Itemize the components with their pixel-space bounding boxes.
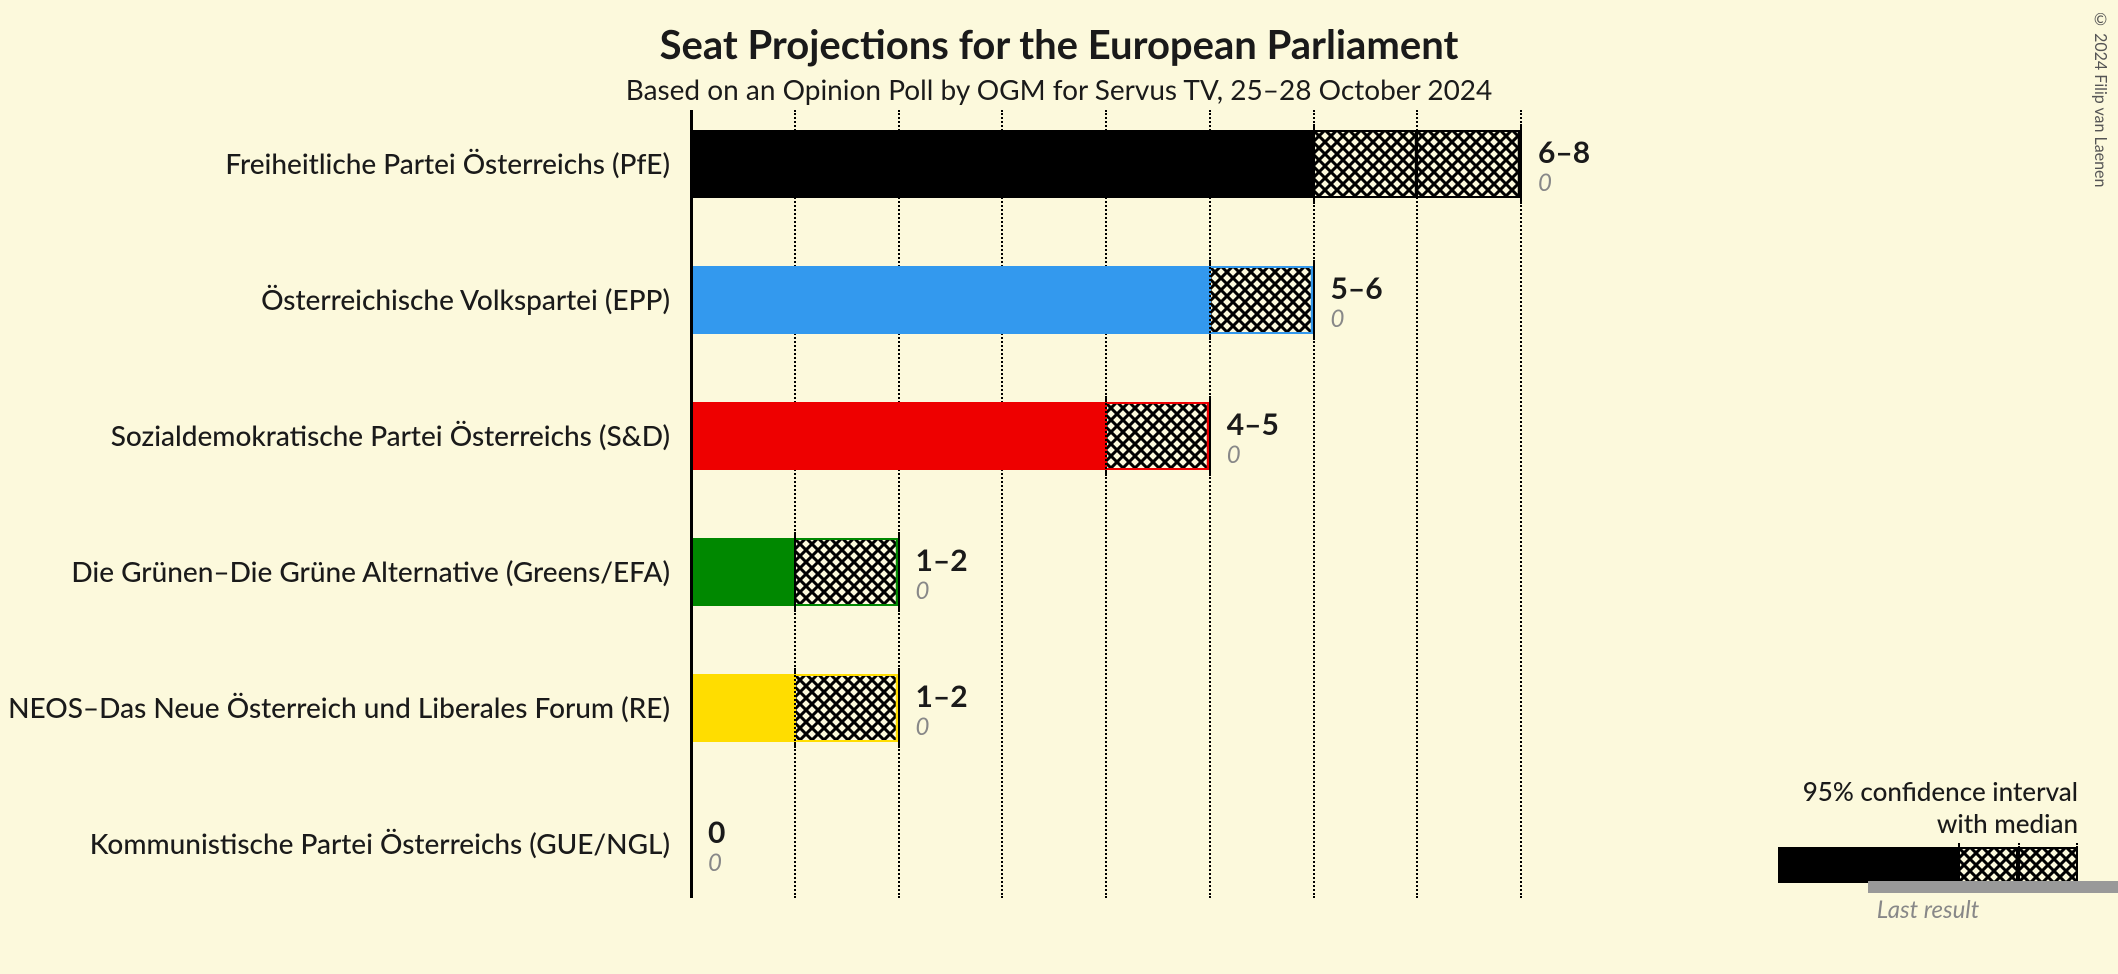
grid-line <box>1520 110 1522 898</box>
bar-crosshatch <box>1313 130 1417 198</box>
last-result-label: 0 <box>916 712 930 741</box>
bar-diag-hatch <box>794 538 898 606</box>
copyright-text: © 2024 Filip van Laenen <box>2091 10 2110 187</box>
value-label: 0 <box>708 814 725 850</box>
bar-solid <box>693 266 1209 334</box>
bar-solid <box>693 538 794 606</box>
party-label: NEOS–Das Neue Österreich und Liberales F… <box>0 690 670 724</box>
ci-tick <box>1209 396 1211 476</box>
bar-diag-hatch <box>1416 130 1520 198</box>
grid-line <box>1209 110 1211 898</box>
ci-tick <box>1520 124 1522 204</box>
last-result-label: 0 <box>1538 168 1552 197</box>
last-result-label: 0 <box>916 576 930 605</box>
y-axis-line <box>690 110 693 898</box>
grid-line <box>1001 110 1003 898</box>
grid-line <box>794 110 796 898</box>
grid-line <box>1313 110 1315 898</box>
legend-last-bar <box>1868 881 2118 893</box>
ci-tick <box>1105 396 1107 476</box>
value-label: 5–6 <box>1331 270 1383 306</box>
ci-tick <box>898 532 900 612</box>
value-label: 1–2 <box>916 678 968 714</box>
grid-line <box>1105 110 1107 898</box>
ci-tick <box>794 668 796 748</box>
last-result-label: 0 <box>1227 440 1241 469</box>
ci-tick <box>1209 260 1211 340</box>
party-label: Kommunistische Partei Österreichs (GUE/N… <box>0 826 670 860</box>
last-result-label: 0 <box>708 848 722 877</box>
bar-solid <box>693 130 1313 198</box>
party-label: Sozialdemokratische Partei Österreichs (… <box>0 418 670 452</box>
value-label: 4–5 <box>1227 406 1279 442</box>
ci-tick <box>794 532 796 612</box>
bar-solid <box>693 402 1105 470</box>
bar-crosshatch <box>794 674 898 742</box>
party-label: Österreichische Volkspartei (EPP) <box>0 282 670 316</box>
legend-bar <box>1778 847 2078 883</box>
ci-tick <box>898 668 900 748</box>
grid-line <box>898 110 900 898</box>
ci-tick <box>1313 124 1315 204</box>
legend-title-line2: with median <box>1748 807 2078 839</box>
last-result-label: 0 <box>1331 304 1345 333</box>
bar-diag-hatch <box>1105 402 1209 470</box>
value-label: 1–2 <box>916 542 968 578</box>
grid-line <box>1416 110 1418 898</box>
legend: 95% confidence interval with median Last… <box>1748 775 2078 924</box>
legend-title-line1: 95% confidence interval <box>1748 775 2078 807</box>
bar-solid <box>693 674 794 742</box>
value-label: 6–8 <box>1538 134 1590 170</box>
bar-diag-hatch <box>1209 266 1313 334</box>
party-label: Freiheitliche Partei Österreichs (PfE) <box>0 146 670 180</box>
legend-last-label: Last result <box>1828 895 2028 924</box>
party-label: Die Grünen–Die Grüne Alternative (Greens… <box>0 554 670 588</box>
ci-tick <box>1313 260 1315 340</box>
